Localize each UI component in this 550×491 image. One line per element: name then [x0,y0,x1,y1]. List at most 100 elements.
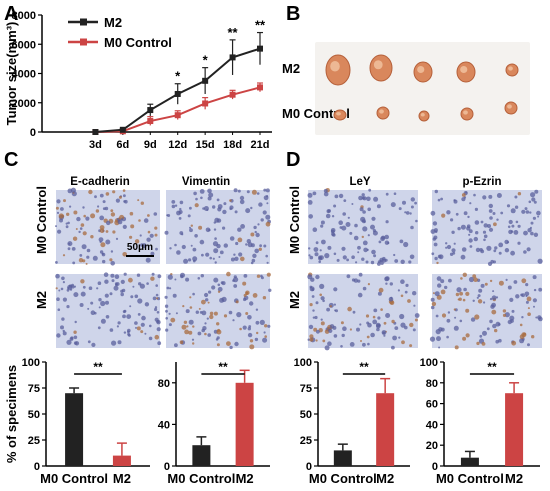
cell-nucleus [360,340,362,342]
cell-nucleus [436,261,439,265]
cell-nucleus [525,295,528,298]
cell-nucleus [216,198,220,202]
cell-nucleus [80,223,85,227]
x-tick-label: 6d [116,139,129,151]
cell-nucleus [216,343,220,347]
cell-nucleus [367,234,370,237]
cell-nucleus [436,336,441,342]
cell-nucleus [214,217,220,223]
cell-nucleus [530,231,534,236]
cell-nucleus [455,292,460,297]
col-header-p-ezrin: p-Ezrin [463,176,502,188]
cell-nucleus [145,257,151,263]
cell-nucleus [469,202,472,205]
cell-nucleus [528,200,532,204]
bar-y-tick-label: 25 [300,435,312,447]
tumor-highlight [373,60,383,70]
cell-nucleus [112,230,116,234]
cell-nucleus [531,335,535,339]
tumor-highlight [417,66,425,73]
cell-nucleus [255,320,260,325]
cell-nucleus [62,254,66,257]
cell-nucleus [114,274,120,280]
cell-nucleus [99,225,105,230]
cell-nucleus [465,308,470,313]
cell-nucleus [233,275,237,279]
cell-nucleus [186,325,189,328]
cell-nucleus [527,307,530,310]
histology-tile-d-ley-m0 [308,190,418,264]
bar-category-label: M2 [376,471,394,486]
cell-nucleus [105,239,111,245]
cell-nucleus [188,330,193,335]
cell-nucleus [488,194,493,199]
cell-nucleus [486,327,490,331]
cell-nucleus [383,321,387,325]
cell-nucleus [431,301,437,307]
cell-nucleus [134,294,139,299]
bar-m0-control [65,393,84,466]
cell-nucleus [205,252,210,257]
cell-nucleus [327,209,332,213]
cell-nucleus [489,216,493,220]
cell-nucleus [127,277,133,283]
cell-nucleus [483,223,488,228]
cell-nucleus [354,223,358,228]
cell-nucleus [319,249,322,252]
cell-nucleus [79,254,83,257]
cell-nucleus [463,287,467,292]
cell-nucleus [517,224,521,228]
cell-nucleus [393,192,397,195]
cell-nucleus [515,294,520,299]
cell-nucleus [441,213,446,218]
cell-nucleus [440,279,445,284]
cell-nucleus [209,314,214,320]
cell-nucleus [400,322,406,328]
cell-nucleus [342,255,347,260]
cell-nucleus [530,221,534,225]
cell-nucleus [410,197,415,202]
cell-nucleus [172,293,177,298]
cell-nucleus [367,342,370,346]
cell-nucleus [517,241,521,245]
cell-nucleus [263,195,269,201]
cell-nucleus [378,240,382,244]
y-tick-label: 6000 [12,39,36,51]
cell-nucleus [537,258,543,264]
cell-nucleus [219,297,225,303]
cell-nucleus [217,328,221,332]
cell-nucleus [179,207,182,211]
cell-nucleus [511,340,517,346]
cell-nucleus [194,203,199,208]
cell-nucleus [365,260,369,264]
cell-nucleus [525,283,529,287]
cell-nucleus [355,261,358,264]
cell-nucleus [238,252,243,257]
cell-nucleus [56,297,60,302]
cell-nucleus [351,203,354,205]
row-label-c-m2: M2 [34,291,49,309]
cell-nucleus [509,297,514,302]
cell-nucleus [123,194,126,198]
cell-nucleus [346,258,349,262]
cell-nucleus [315,274,320,280]
cell-nucleus [234,256,239,261]
cell-nucleus [265,188,270,193]
cell-nucleus [315,339,318,342]
cell-nucleus [141,315,146,321]
cell-nucleus [207,333,211,337]
significance-mark: ** [93,360,103,374]
cell-nucleus [480,249,485,254]
cell-nucleus [307,338,310,341]
cell-nucleus [217,207,222,212]
cell-nucleus [154,226,158,230]
cell-nucleus [73,330,77,334]
cell-nucleus [56,333,61,338]
cell-nucleus [483,238,486,242]
cell-nucleus [380,236,385,242]
cell-nucleus [87,340,91,344]
cell-nucleus [322,339,326,343]
cell-nucleus [468,229,473,234]
cell-nucleus [155,293,159,297]
cell-nucleus [57,229,62,234]
